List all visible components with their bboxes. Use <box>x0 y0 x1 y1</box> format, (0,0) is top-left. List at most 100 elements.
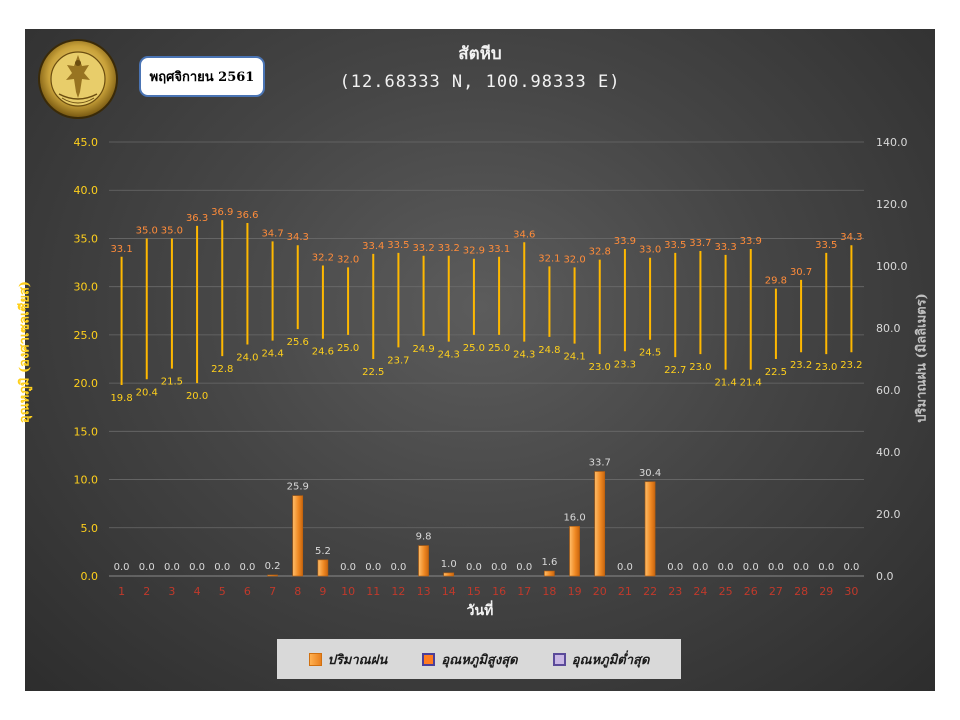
x-tick: 20 <box>593 585 607 598</box>
x-tick: 17 <box>517 585 531 598</box>
x-tick: 5 <box>219 585 226 598</box>
tmax-label: 32.1 <box>538 253 560 264</box>
tmax-label: 33.9 <box>740 236 762 247</box>
legend-label-rain: ปริมาณฝน <box>327 652 388 668</box>
y-tick-left: 45.0 <box>74 136 99 149</box>
x-tick: 1 <box>118 585 125 598</box>
y-tick-left: 5.0 <box>81 522 99 535</box>
rain-label: 0.0 <box>516 562 532 573</box>
tmin-label: 24.9 <box>412 344 434 355</box>
rain-label: 0.0 <box>692 562 708 573</box>
month-label-box: พฤศจิกายน 2561 <box>139 56 265 97</box>
tmax-label: 32.9 <box>463 246 485 257</box>
rain-label: 30.4 <box>639 468 661 479</box>
tmin-label: 24.8 <box>538 345 560 356</box>
y-tick-right: 120.0 <box>876 198 908 211</box>
x-tick: 29 <box>819 585 833 598</box>
tmax-label: 36.3 <box>186 213 208 224</box>
tmax-label: 33.1 <box>110 244 132 255</box>
tmax-label: 32.0 <box>337 254 359 265</box>
chart-frame <box>25 29 935 691</box>
tmin-label: 23.2 <box>790 360 812 371</box>
tmax-label: 32.8 <box>589 247 611 258</box>
rain-label: 0.0 <box>718 562 734 573</box>
x-tick: 9 <box>319 585 326 598</box>
tmax-label: 32.2 <box>312 252 334 263</box>
tmax-label: 33.9 <box>614 236 636 247</box>
rain-bar <box>292 495 304 577</box>
rain-label: 1.6 <box>541 557 557 568</box>
rain-label: 0.0 <box>843 562 859 573</box>
rain-label: 0.0 <box>390 562 406 573</box>
tmax-label: 34.7 <box>261 228 283 239</box>
tmin-label: 23.0 <box>589 362 611 373</box>
tmax-label: 33.4 <box>362 241 384 252</box>
legend-label-tmin: อุณหภูมิต่ำสุด <box>571 652 650 668</box>
x-tick: 13 <box>417 585 431 598</box>
rain-label: 9.8 <box>416 532 432 543</box>
x-tick: 16 <box>492 585 506 598</box>
rain-label: 0.0 <box>768 562 784 573</box>
tmin-label: 22.7 <box>664 365 686 376</box>
tmin-label: 22.5 <box>362 367 384 378</box>
x-tick: 28 <box>794 585 808 598</box>
x-tick: 6 <box>244 585 251 598</box>
x-tick: 14 <box>442 585 456 598</box>
tmax-label: 29.8 <box>765 276 787 287</box>
tmax-label: 33.2 <box>438 243 460 254</box>
rain-bar <box>569 526 580 577</box>
x-tick: 7 <box>269 585 276 598</box>
rain-label: 0.0 <box>667 562 683 573</box>
legend-item-tmax: อุณหภูมิสูงสุด <box>422 649 518 670</box>
y-tick-left: 30.0 <box>74 281 99 294</box>
rain-label: 25.9 <box>287 482 309 493</box>
x-tick: 8 <box>294 585 301 598</box>
x-tick: 21 <box>618 585 632 598</box>
rain-label: 0.0 <box>491 562 507 573</box>
tmax-label: 33.5 <box>815 240 837 251</box>
tmin-label: 24.1 <box>563 352 585 363</box>
y-tick-right: 20.0 <box>876 508 901 521</box>
y-tick-right: 60.0 <box>876 384 901 397</box>
tmax-label: 35.0 <box>136 225 158 236</box>
tmin-label: 25.0 <box>488 343 510 354</box>
tmin-label: 20.0 <box>186 391 208 402</box>
rain-label: 0.0 <box>164 562 180 573</box>
chart-subtitle: (12.68333 N, 100.98333 E) <box>339 72 621 92</box>
tmin-label: 24.3 <box>513 350 535 361</box>
x-tick: 27 <box>769 585 783 598</box>
tmax-label: 30.7 <box>790 267 812 278</box>
x-tick: 15 <box>467 585 481 598</box>
legend-swatch-tmax <box>422 652 436 666</box>
tmin-label: 20.4 <box>136 387 158 398</box>
tmin-label: 23.7 <box>387 355 409 366</box>
rain-label: 33.7 <box>589 458 611 469</box>
x-tick: 3 <box>168 585 175 598</box>
y-tick-left: 25.0 <box>74 329 99 342</box>
rain-label: 5.2 <box>315 546 331 557</box>
y-tick-right: 0.0 <box>876 570 894 583</box>
tmin-label: 24.3 <box>438 350 460 361</box>
tmax-label: 33.7 <box>689 238 711 249</box>
tmax-label: 33.0 <box>639 245 661 256</box>
rain-bar <box>594 471 606 577</box>
x-tick: 12 <box>391 585 405 598</box>
tmin-label: 22.5 <box>765 367 787 378</box>
rain-label: 0.0 <box>818 562 834 573</box>
tmin-label: 21.5 <box>161 377 183 388</box>
x-tick: 24 <box>693 585 707 598</box>
rain-bar <box>418 545 429 577</box>
rain-label: 0.0 <box>239 562 255 573</box>
y-tick-left: 20.0 <box>74 377 99 390</box>
tmax-label: 33.1 <box>488 244 510 255</box>
x-tick: 11 <box>366 585 380 598</box>
tmin-label: 23.3 <box>614 359 636 370</box>
tmax-label: 32.0 <box>563 254 585 265</box>
chart-title: สัตหีบ <box>458 44 502 64</box>
tmin-label: 24.0 <box>236 353 258 364</box>
tmin-label: 24.5 <box>639 348 661 359</box>
tmax-label: 36.9 <box>211 207 233 218</box>
y-tick-left: 40.0 <box>74 184 99 197</box>
x-tick: 2 <box>143 585 150 598</box>
